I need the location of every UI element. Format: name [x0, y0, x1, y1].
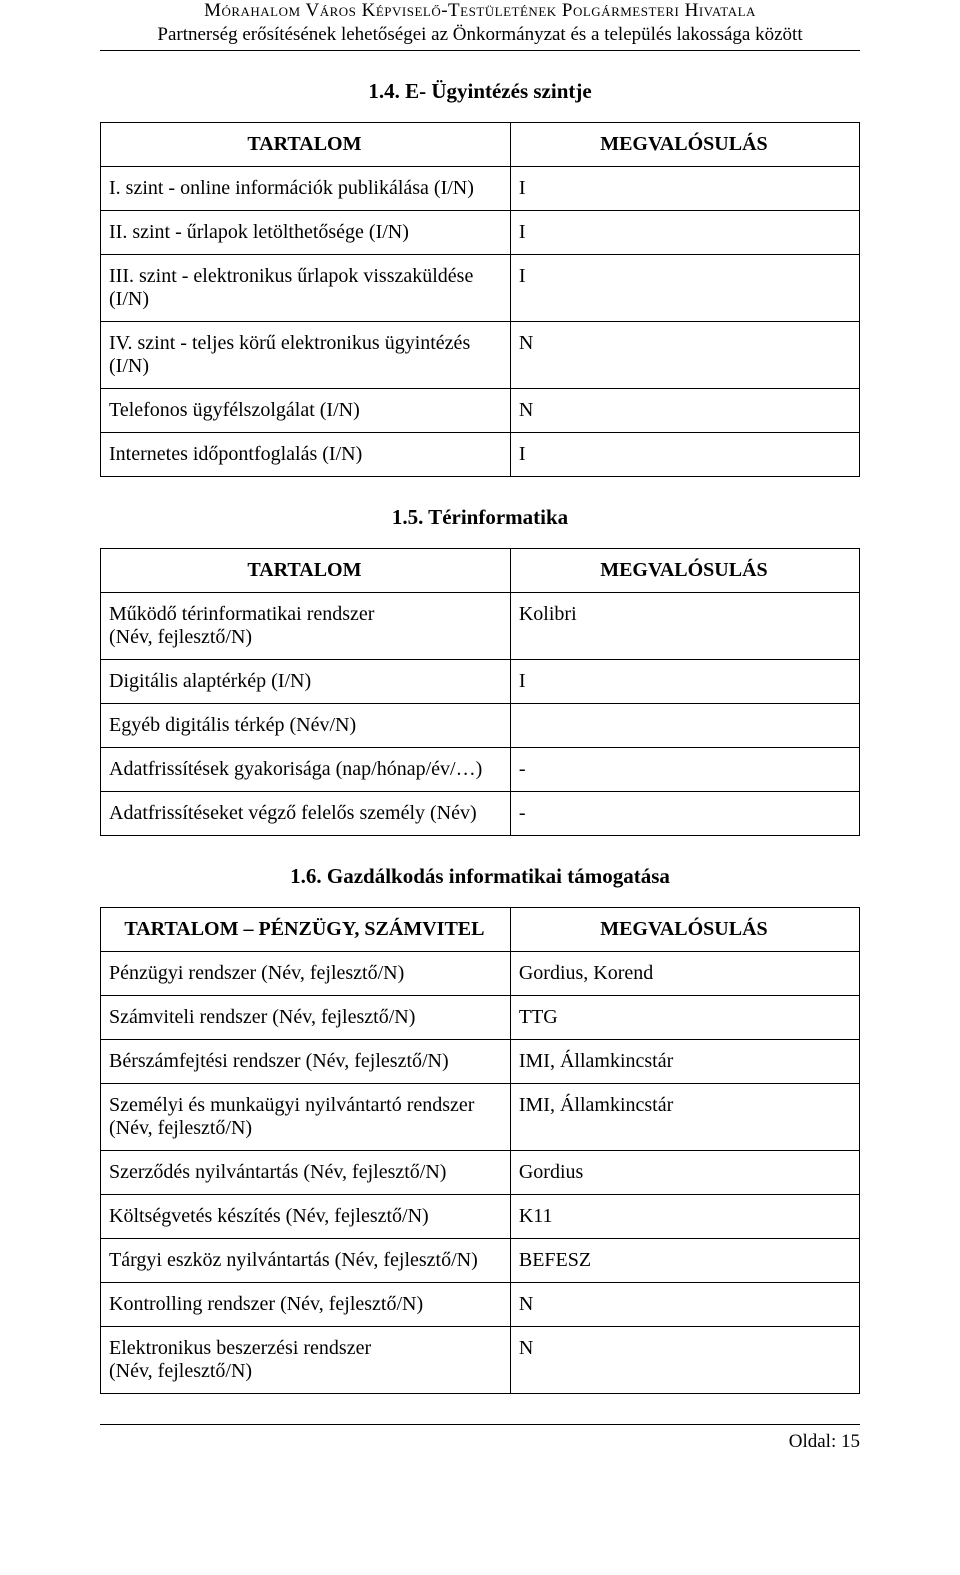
table-cell-value: I [510, 433, 859, 477]
table-14: TARTALOM MEGVALÓSULÁS I. szint - online … [100, 122, 860, 477]
table-row: Költségvetés készítés (Név, fejlesztő/N)… [101, 1195, 860, 1239]
table-cell-label: Költségvetés készítés (Név, fejlesztő/N) [101, 1195, 511, 1239]
page-footer: Oldal: 15 [100, 1424, 860, 1453]
table-cell-value: I [510, 211, 859, 255]
section-title-15: 1.5. Térinformatika [100, 505, 860, 530]
table-cell-value: TTG [510, 996, 859, 1040]
table-cell-label: II. szint - űrlapok letölthetősége (I/N) [101, 211, 511, 255]
table-cell-label: I. szint - online információk publikálás… [101, 167, 511, 211]
table-cell-value: K11 [510, 1195, 859, 1239]
table-row: Kontrolling rendszer (Név, fejlesztő/N)N [101, 1283, 860, 1327]
table-row: Számviteli rendszer (Név, fejlesztő/N) T… [101, 996, 860, 1040]
table-cell-label: Tárgyi eszköz nyilvántartás (Név, fejles… [101, 1239, 511, 1283]
table-row: Személyi és munkaügyi nyilvántartó rends… [101, 1084, 860, 1151]
header-line-1: Mórahalom Város Képviselő-Testületének P… [100, 0, 860, 22]
table-header-megvalosulas: MEGVALÓSULÁS [510, 549, 859, 593]
table-cell-label: Adatfrissítések gyakorisága (nap/hónap/é… [101, 748, 511, 792]
table-cell-value: N [510, 322, 859, 389]
table-row: Egyéb digitális térkép (Név/N) [101, 704, 860, 748]
table-row: IV. szint - teljes körű elektronikus ügy… [101, 322, 860, 389]
table-cell-label: Bérszámfejtési rendszer (Név, fejlesztő/… [101, 1040, 511, 1084]
table-cell-label: Elektronikus beszerzési rendszer (Név, f… [101, 1327, 511, 1394]
table-cell-label: IV. szint - teljes körű elektronikus ügy… [101, 322, 511, 389]
table-body: I. szint - online információk publikálás… [101, 167, 860, 477]
table-row: Működő térinformatikai rendszer (Név, fe… [101, 593, 860, 660]
table-16: TARTALOM – PÉNZÜGY, SZÁMVITEL MEGVALÓSUL… [100, 907, 860, 1394]
table-cell-label: Telefonos ügyfélszolgálat (I/N) [101, 389, 511, 433]
table-header-megvalosulas: MEGVALÓSULÁS [510, 908, 859, 952]
table-row: Adatfrissítéseket végző felelős személy … [101, 792, 860, 836]
table-cell-label: III. szint - elektronikus űrlapok vissza… [101, 255, 511, 322]
table-header-row: TARTALOM MEGVALÓSULÁS [101, 123, 860, 167]
table-header-row: TARTALOM MEGVALÓSULÁS [101, 549, 860, 593]
table-cell-value: Gordius [510, 1151, 859, 1195]
table-row: Adatfrissítések gyakorisága (nap/hónap/é… [101, 748, 860, 792]
section-title-16: 1.6. Gazdálkodás informatikai támogatása [100, 864, 860, 889]
table-row: III. szint - elektronikus űrlapok vissza… [101, 255, 860, 322]
table-cell-value: - [510, 748, 859, 792]
table-body: Működő térinformatikai rendszer (Név, fe… [101, 593, 860, 836]
table-header-tartalom: TARTALOM – PÉNZÜGY, SZÁMVITEL [101, 908, 511, 952]
table-cell-label: Személyi és munkaügyi nyilvántartó rends… [101, 1084, 511, 1151]
header-line-2: Partnerség erősítésének lehetőségei az Ö… [100, 24, 860, 51]
table-cell-label: Internetes időpontfoglalás (I/N) [101, 433, 511, 477]
page-number: Oldal: 15 [789, 1431, 860, 1452]
section-title-14: 1.4. E- Ügyintézés szintje [100, 79, 860, 104]
table-row: I. szint - online információk publikálás… [101, 167, 860, 211]
table-cell-label: Pénzügyi rendszer (Név, fejlesztő/N) [101, 952, 511, 996]
document-page: Mórahalom Város Képviselő-Testületének P… [0, 0, 960, 1483]
table-row: Tárgyi eszköz nyilvántartás (Név, fejles… [101, 1239, 860, 1283]
table-cell-value: - [510, 792, 859, 836]
table-row: Pénzügyi rendszer (Név, fejlesztő/N)Gord… [101, 952, 860, 996]
table-header-tartalom: TARTALOM [101, 549, 511, 593]
table-15: TARTALOM MEGVALÓSULÁS Működő térinformat… [100, 548, 860, 836]
table-header-row: TARTALOM – PÉNZÜGY, SZÁMVITEL MEGVALÓSUL… [101, 908, 860, 952]
table-cell-value: N [510, 1327, 859, 1394]
table-cell-value: IMI, Államkincstár [510, 1084, 859, 1151]
table-header-tartalom: TARTALOM [101, 123, 511, 167]
table-cell-value: I [510, 167, 859, 211]
table-cell-value: I [510, 660, 859, 704]
table-cell-value: I [510, 255, 859, 322]
table-row: II. szint - űrlapok letölthetősége (I/N)… [101, 211, 860, 255]
table-cell-value: Gordius, Korend [510, 952, 859, 996]
table-cell-value: IMI, Államkincstár [510, 1040, 859, 1084]
table-row: Internetes időpontfoglalás (I/N)I [101, 433, 860, 477]
table-cell-value: N [510, 1283, 859, 1327]
table-cell-value: N [510, 389, 859, 433]
table-cell-label: Kontrolling rendszer (Név, fejlesztő/N) [101, 1283, 511, 1327]
table-row: Bérszámfejtési rendszer (Név, fejlesztő/… [101, 1040, 860, 1084]
table-cell-value [510, 704, 859, 748]
table-row: Telefonos ügyfélszolgálat (I/N)N [101, 389, 860, 433]
table-cell-label: Szerződés nyilvántartás (Név, fejlesztő/… [101, 1151, 511, 1195]
table-cell-value: BEFESZ [510, 1239, 859, 1283]
table-cell-label: Számviteli rendszer (Név, fejlesztő/N) [101, 996, 511, 1040]
table-cell-label: Egyéb digitális térkép (Név/N) [101, 704, 511, 748]
table-row: Elektronikus beszerzési rendszer (Név, f… [101, 1327, 860, 1394]
table-row: Szerződés nyilvántartás (Név, fejlesztő/… [101, 1151, 860, 1195]
table-cell-label: Digitális alaptérkép (I/N) [101, 660, 511, 704]
table-cell-value: Kolibri [510, 593, 859, 660]
table-cell-label: Működő térinformatikai rendszer (Név, fe… [101, 593, 511, 660]
table-row: Digitális alaptérkép (I/N)I [101, 660, 860, 704]
table-body: Pénzügyi rendszer (Név, fejlesztő/N)Gord… [101, 952, 860, 1394]
table-cell-label: Adatfrissítéseket végző felelős személy … [101, 792, 511, 836]
table-header-megvalosulas: MEGVALÓSULÁS [510, 123, 859, 167]
document-header: Mórahalom Város Képviselő-Testületének P… [100, 0, 860, 51]
